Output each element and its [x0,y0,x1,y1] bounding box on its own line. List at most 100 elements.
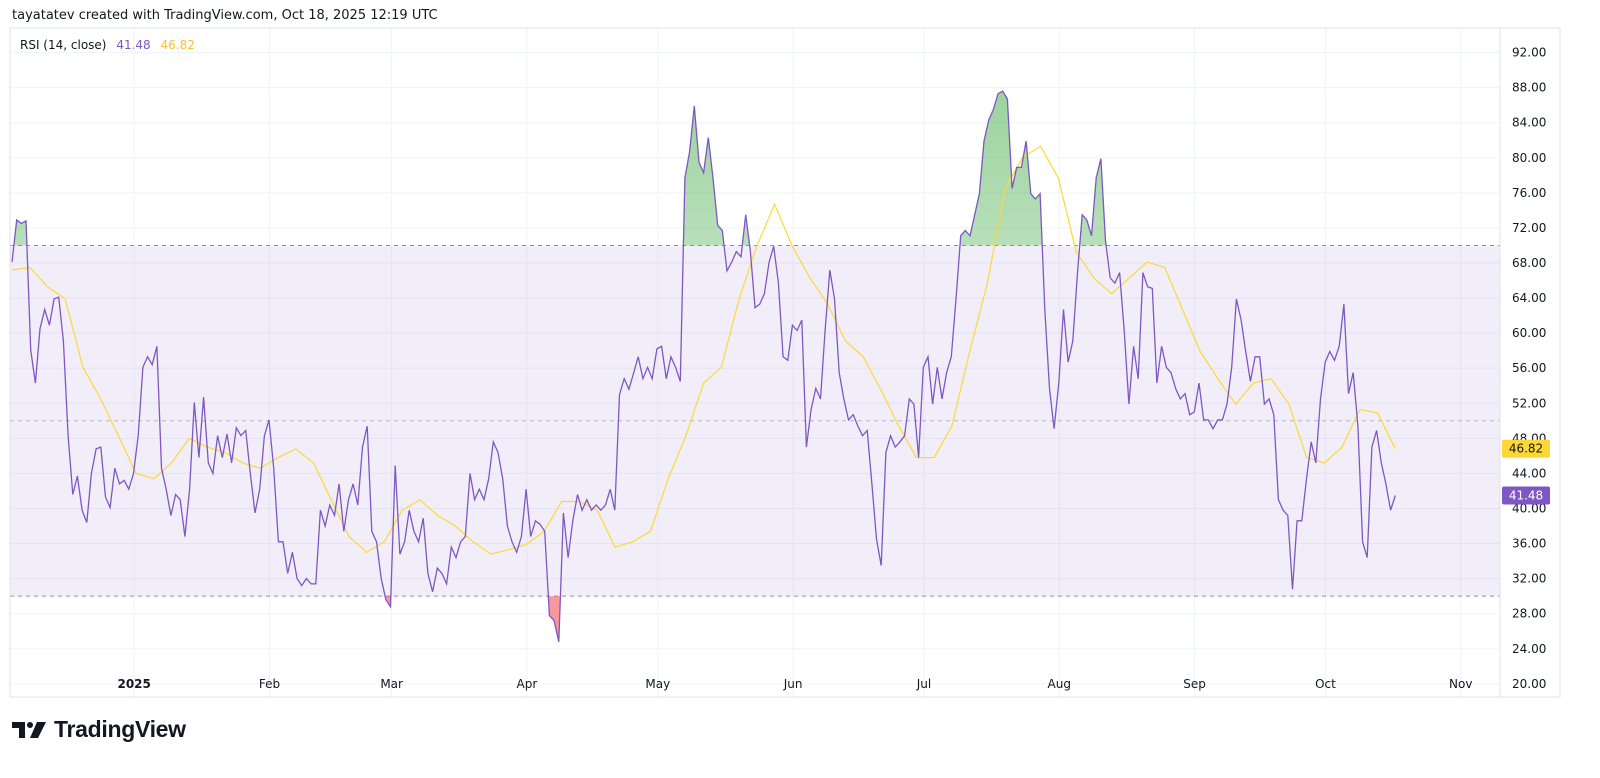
rsi-point [1278,499,1279,500]
rsi-point [1250,381,1251,382]
rsi-point [941,398,942,399]
x-tick-label: 2025 [117,677,150,691]
rsi-point [974,214,975,215]
rsi-point [656,348,657,349]
ma-point [1377,412,1378,413]
rsi-point [259,489,260,490]
ma-point [1253,383,1254,384]
rsi-point [553,620,554,621]
rsi-point [778,283,779,284]
rsi-point [633,373,634,374]
y-axis[interactable]: 20.0024.0028.0032.0036.0040.0044.0048.00… [1512,46,1546,691]
rsi-point [1395,495,1396,496]
ma-point [1306,457,1307,458]
ma-point [774,204,775,205]
rsi-point [867,430,868,431]
ma-point [47,286,48,287]
rsi-point [128,489,129,490]
rsi-point [885,452,886,453]
rsi-point [1371,447,1372,448]
rsi-point [895,447,896,448]
rsi-point [236,427,237,428]
rsi-point [1203,419,1204,420]
rsi-point [596,504,597,505]
rsi-point [1156,383,1157,384]
rsi-point [488,478,489,479]
ma-point [1111,293,1112,294]
rsi-point [268,419,269,420]
rsi-point [787,360,788,361]
rsi-point [1320,398,1321,399]
indicator-legend[interactable]: RSI (14, close) 41.48 46.82 [20,38,201,52]
ma-point [951,425,952,426]
y-tick-label: 40.00 [1512,501,1546,515]
ma-last-value-badge [1502,439,1550,458]
rsi-point [413,531,414,532]
rsi-point [1189,414,1190,415]
rsi-point [652,378,653,379]
rsi-point [558,641,559,642]
rsi-point [208,462,209,463]
rsi-point [53,298,54,299]
x-tick-label: Mar [380,677,403,691]
ma-point [685,435,686,436]
rsi-point [768,262,769,263]
rsi-point [717,225,718,226]
rsi-point [49,325,50,326]
rsi-point [96,448,97,449]
ma-point [863,356,864,357]
rsi-point [175,494,176,495]
ma-point [1005,188,1006,189]
rsi-point [320,510,321,511]
ma-point [224,452,225,453]
ma-point [650,531,651,532]
rsi-point [222,457,223,458]
tradingview-logo[interactable]: TradingView [12,716,186,743]
ma-point [1200,351,1201,352]
rsi-point [441,573,442,574]
rsi-point [1166,367,1167,368]
rsi-point [1198,383,1199,384]
rsi-point [446,583,447,584]
rsi-point [240,435,241,436]
rsi-point [740,256,741,257]
ma-point [809,277,810,278]
y-tick-label: 60.00 [1512,326,1546,340]
rsi-point [801,319,802,320]
rsi-point [535,520,536,521]
rsi-point [1367,557,1368,558]
rsi-point [156,346,157,347]
x-axis[interactable]: 2025 Feb Mar Apr May Jun Jul Aug Sep Oct Nov [117,677,1472,691]
rsi-point [666,378,667,379]
x-tick-label: Aug [1048,677,1071,691]
rsi-point [409,510,410,511]
rsi-point [1096,177,1097,178]
rsi-point [11,262,12,263]
rsi-point [166,489,167,490]
rsi-point [1325,361,1326,362]
rsi-point [142,367,143,368]
rsi-point [287,573,288,574]
rsi-point [979,193,980,194]
rsi-point [1068,361,1069,362]
rsi-point [1348,393,1349,394]
ma-point [1093,277,1094,278]
rsi-point [853,414,854,415]
ma-point [171,462,172,463]
rsi-point [1054,428,1055,429]
rsi-point [1222,419,1223,420]
rsi-point [1184,393,1185,394]
rsi-point [1040,193,1041,194]
x-tick-label: Sep [1183,677,1206,691]
rsi-point [923,367,924,368]
rsi-point [960,235,961,236]
rsi-point [381,578,382,579]
rsi-ma-line [11,145,1396,555]
rsi-point [1273,414,1274,415]
rsi-point [343,531,344,532]
rsi-point [25,220,26,221]
rsi-point [1035,198,1036,199]
rsi-point [72,494,73,495]
rsi-point [30,349,31,350]
